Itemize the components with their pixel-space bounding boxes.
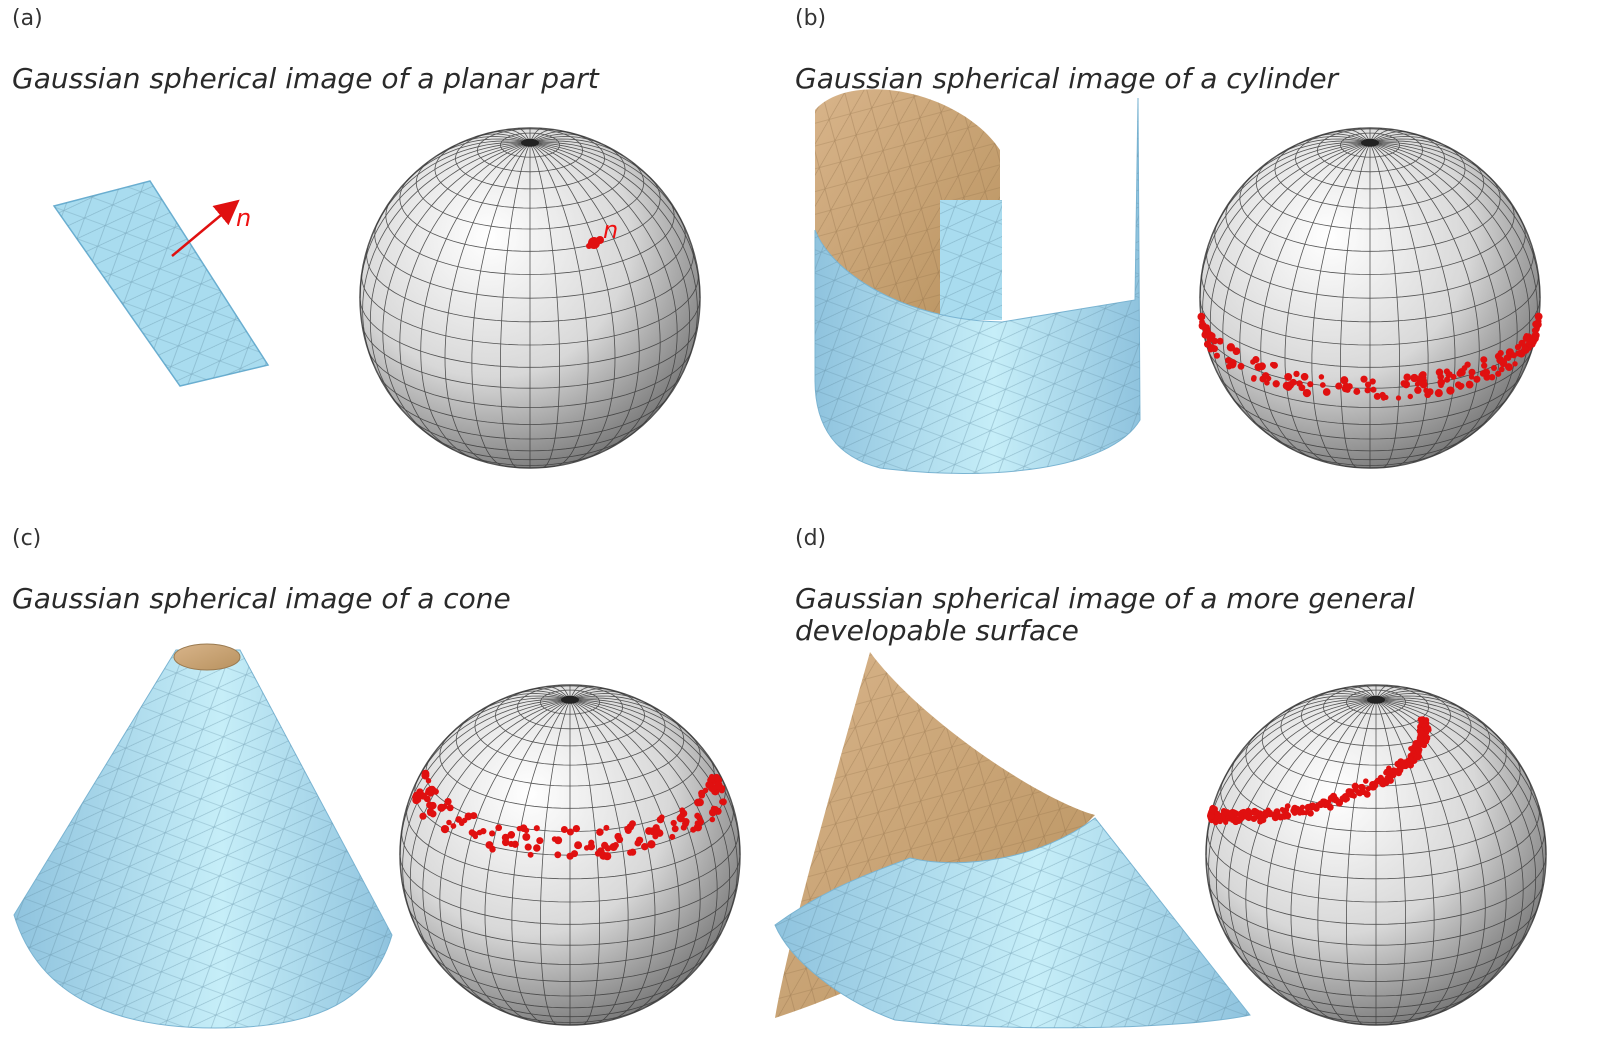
planar-part-surface <box>52 180 270 387</box>
normal-arrow <box>171 199 240 257</box>
sphere-normal-label: n <box>603 216 618 244</box>
cone-surface <box>13 643 393 1029</box>
panel-c-label: (c) <box>12 526 42 551</box>
panel-b-label: (b) <box>795 6 827 31</box>
panel-d-label: (d) <box>795 526 827 551</box>
developable-surface <box>774 652 1251 1029</box>
gauss-sphere-b <box>1199 127 1541 469</box>
normal-point-band-b <box>1197 312 1543 401</box>
panel-d-title-line1: Gaussian spherical image of a more gener… <box>795 582 1415 615</box>
normal-point-spiral-d <box>1207 716 1432 826</box>
panel-b-title: Gaussian spherical image of a cylinder <box>795 62 1339 95</box>
panel-c-title: Gaussian spherical image of a cone <box>12 582 511 615</box>
normal-label: n <box>236 204 251 232</box>
gauss-sphere-d <box>1205 684 1547 1026</box>
normal-point-band-c <box>412 769 727 861</box>
panel-d-title-line2: developable surface <box>795 614 1079 647</box>
cylinder-surface <box>814 89 1141 474</box>
gauss-sphere-a <box>359 127 701 469</box>
panel-a-label: (a) <box>12 6 43 31</box>
panel-a-title: Gaussian spherical image of a planar par… <box>12 62 599 95</box>
normal-point-cluster-a <box>586 236 604 249</box>
